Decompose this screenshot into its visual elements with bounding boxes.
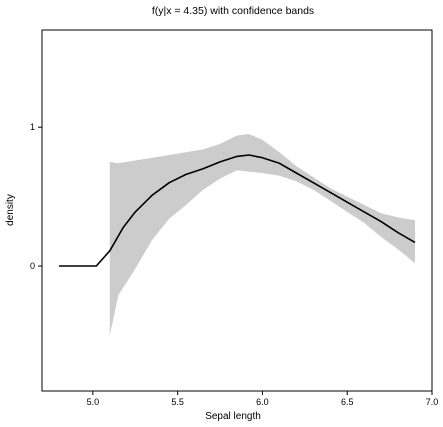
x-tick-label: 6.0 (256, 397, 269, 407)
x-tick-label: 5.0 (87, 397, 100, 407)
density-line-layer (59, 154, 416, 267)
confidence-band (109, 134, 416, 336)
density-estimate-line (59, 154, 416, 267)
x-tick-label: 6.5 (341, 397, 354, 407)
y-tick-label: 1 (30, 122, 35, 132)
x-axis-label: Sepal length (205, 411, 261, 422)
y-tick-label: 0 (30, 261, 35, 271)
y-axis: 01 (30, 122, 42, 271)
x-tick-label: 7.0 (426, 397, 439, 407)
x-axis: 5.0 5.5 6.0 6.5 7.0 (87, 391, 439, 407)
chart-title: f(y|x = 4.35) with confidence bands (152, 5, 314, 17)
plot-frame (41, 29, 433, 392)
x-tick-label: 5.5 (171, 397, 184, 407)
confidence-band-layer (109, 134, 416, 336)
y-axis-label: density (5, 194, 16, 226)
